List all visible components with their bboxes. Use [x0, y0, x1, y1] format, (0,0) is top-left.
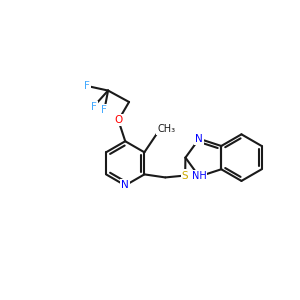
Text: NH: NH	[192, 172, 206, 182]
Text: N: N	[195, 134, 203, 144]
Text: F: F	[84, 81, 90, 91]
Text: O: O	[114, 115, 122, 125]
Text: F: F	[101, 105, 107, 116]
Text: F: F	[91, 102, 97, 112]
Text: CH₃: CH₃	[157, 124, 175, 134]
Text: N: N	[122, 180, 129, 190]
Text: S: S	[182, 170, 188, 181]
